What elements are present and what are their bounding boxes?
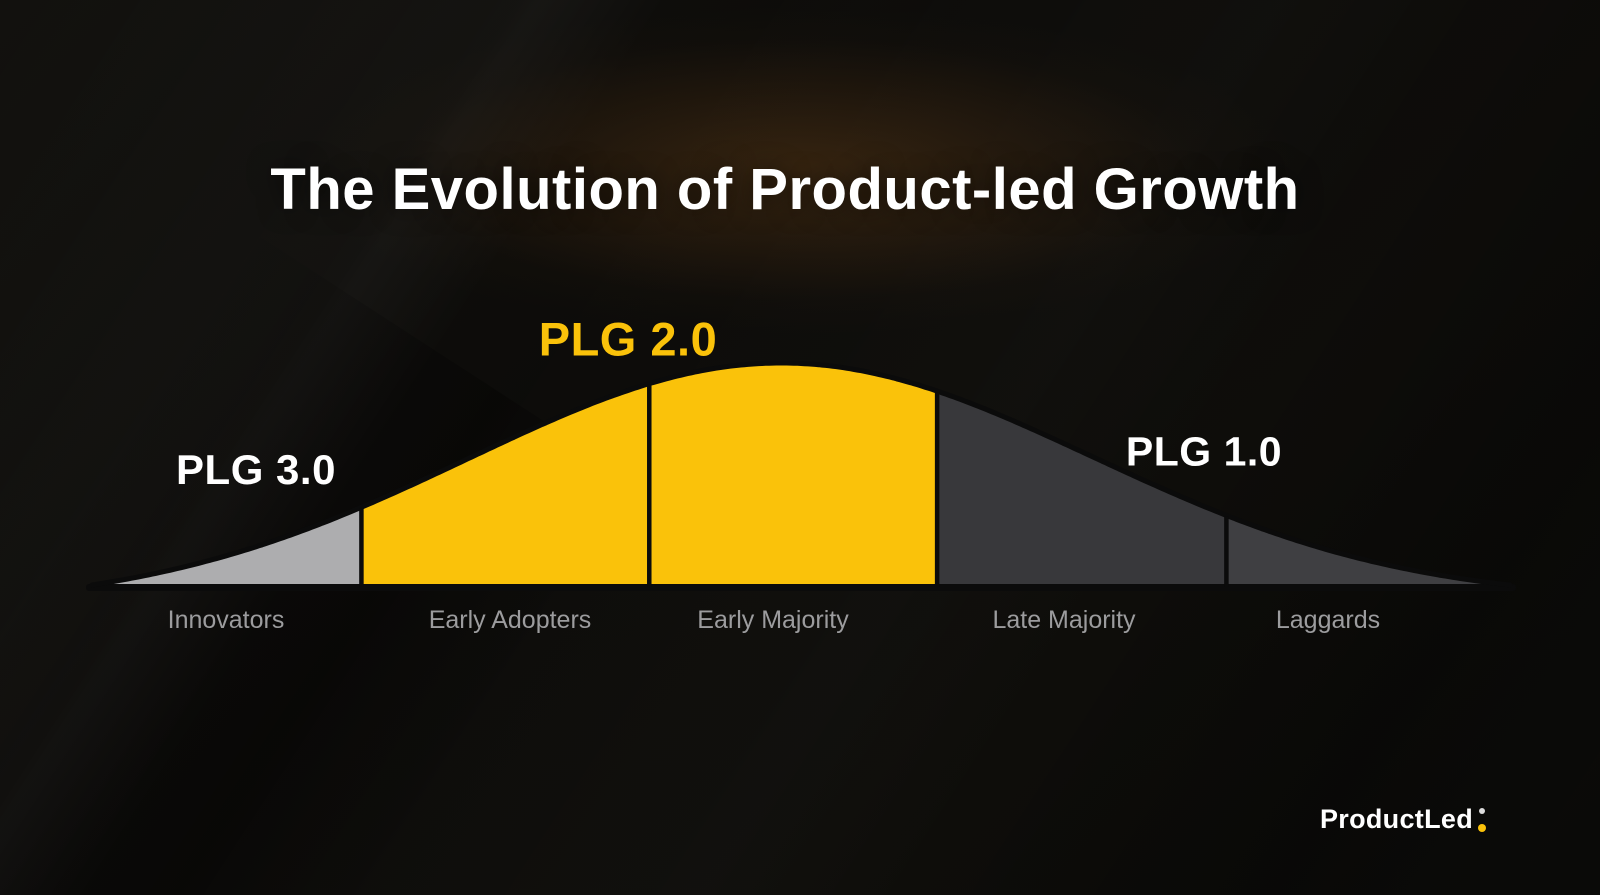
curve-segment-early-majority (649, 363, 938, 585)
era-label-plg1: PLG 1.0 (1125, 428, 1283, 475)
era-label-plg2: PLG 2.0 (538, 312, 718, 366)
category-label-early-adopters: Early Adopters (428, 606, 592, 634)
curve-segment-laggards (1226, 515, 1510, 585)
curve-segment-early-adopters (361, 383, 650, 585)
productled-logo-colon (1478, 808, 1486, 833)
category-label-late-majority: Late Majority (992, 606, 1136, 634)
category-label-innovators: Innovators (167, 606, 285, 634)
curve-segment-innovators (92, 507, 362, 585)
category-label-laggards: Laggards (1275, 606, 1381, 634)
era-label-plg3: PLG 3.0 (176, 446, 336, 493)
x-axis-baseline (86, 584, 1516, 591)
logo-dot-top (1479, 808, 1485, 814)
category-label-early-majority: Early Majority (697, 606, 849, 634)
page-title: The Evolution of Product-led Growth (270, 156, 1300, 222)
curve-segment-late-majority (937, 391, 1227, 585)
curve-outline (89, 360, 1513, 588)
productled-logo: ProductLed (1320, 806, 1486, 833)
productled-logo-text: ProductLed (1319, 804, 1473, 834)
logo-dot-bottom (1478, 824, 1486, 832)
